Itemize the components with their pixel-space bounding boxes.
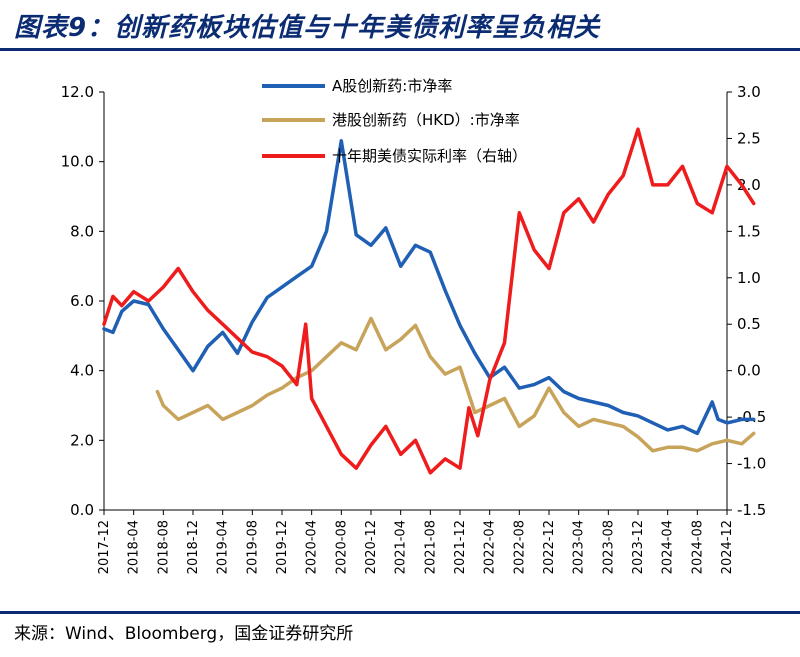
chart: 0.0 2.0 4.0 6.0 8.0 10.0 12.0 -1.5 -1.0 -0.5 0.0 0.… bbox=[61, 77, 767, 574]
x-tick-label: 2021-12 bbox=[453, 520, 468, 574]
right-tick-label: 0.5 bbox=[737, 315, 761, 333]
legend-label-1: 港股创新药（HKD）:市净率 bbox=[332, 111, 520, 129]
right-tick-label: 1.0 bbox=[737, 269, 761, 287]
x-tick-label: 2020-04 bbox=[305, 520, 320, 574]
title-bar: 图表9：创新药板块估值与十年美债利率呈负相关 bbox=[0, 0, 800, 50]
legend-label-0: A股创新药:市净率 bbox=[332, 77, 452, 95]
chart-title: 图表9：创新药板块估值与十年美债利率呈负相关 bbox=[14, 13, 601, 43]
x-tick-label: 2023-04 bbox=[572, 520, 587, 574]
x-tick-label: 2023-08 bbox=[601, 520, 616, 574]
x-tick-label: 2018-12 bbox=[186, 520, 201, 574]
x-tick-label: 2018-08 bbox=[156, 520, 171, 574]
series-lines bbox=[102, 127, 756, 475]
left-tick-label: 10.0 bbox=[61, 153, 94, 171]
x-tick-label: 2022-08 bbox=[512, 520, 527, 574]
right-tick-label: 2.5 bbox=[737, 129, 761, 147]
x-tick-label: 2020-08 bbox=[334, 520, 349, 574]
x-tick-label: 2018-04 bbox=[127, 520, 142, 574]
x-tick-label: 2024-04 bbox=[661, 520, 676, 574]
source-note: 来源：Wind、Bloomberg，国金证券研究所 bbox=[14, 624, 354, 644]
x-tick-label: 2020-12 bbox=[364, 520, 379, 574]
title-rule bbox=[0, 48, 800, 51]
x-tick-label: 2019-04 bbox=[216, 520, 231, 574]
left-tick-label: 8.0 bbox=[70, 222, 94, 240]
right-tick-label: 0.0 bbox=[737, 362, 761, 380]
left-tick-label: 6.0 bbox=[70, 292, 94, 310]
x-tick-label: 2024-08 bbox=[690, 520, 705, 574]
series-line-2 bbox=[102, 127, 756, 475]
x-tick-label: 2022-04 bbox=[483, 520, 498, 574]
left-tick-label: 0.0 bbox=[70, 501, 94, 519]
x-tick-label: 2021-08 bbox=[423, 520, 438, 574]
right-tick-label: -1.5 bbox=[737, 501, 766, 519]
x-tick-label: 2022-12 bbox=[542, 520, 557, 574]
x-tick-label: 2024-12 bbox=[720, 520, 735, 574]
x-tick-label: 2021-04 bbox=[394, 520, 409, 574]
series-line-1 bbox=[155, 316, 756, 453]
series-line-0 bbox=[102, 139, 756, 436]
source-rule bbox=[0, 611, 800, 614]
right-tick-label: -0.5 bbox=[737, 408, 766, 426]
left-tick-label: 2.0 bbox=[70, 431, 94, 449]
right-tick-label: 3.0 bbox=[737, 83, 761, 101]
right-tick-label: 1.5 bbox=[737, 222, 761, 240]
legend-label-2: 十年期美债实际利率（右轴） bbox=[332, 147, 527, 165]
x-tick-label: 2023-12 bbox=[631, 520, 646, 574]
x-tick-label: 2019-12 bbox=[275, 520, 290, 574]
left-tick-label: 4.0 bbox=[70, 362, 94, 380]
x-tick-label: 2019-08 bbox=[245, 520, 260, 574]
right-tick-label: -1.0 bbox=[737, 455, 766, 473]
left-tick-label: 12.0 bbox=[61, 83, 94, 101]
x-tick-label: 2017-12 bbox=[97, 520, 112, 574]
